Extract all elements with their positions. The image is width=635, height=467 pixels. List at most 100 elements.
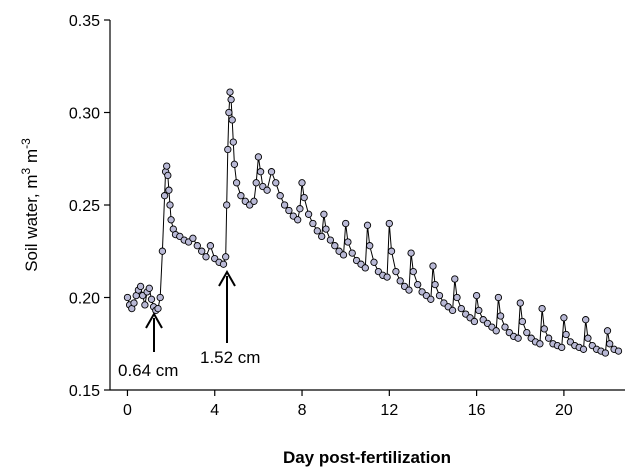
data-point [518, 317, 527, 326]
data-point [414, 280, 422, 289]
data-point [193, 242, 201, 250]
data-point [331, 242, 339, 250]
x-tick-label: 4 [210, 402, 219, 419]
annotation-label-1: 0.64 cm [118, 361, 178, 380]
data-point [494, 293, 503, 302]
data-point [160, 192, 169, 200]
data-point [492, 327, 500, 335]
data-point [562, 330, 570, 339]
data-point [579, 345, 588, 353]
data-point [453, 293, 461, 302]
y-axis-title-sup-2: -3 [19, 138, 33, 149]
data-point [475, 306, 483, 315]
data-point [294, 216, 302, 224]
y-tick-label: 0.25 [69, 198, 100, 215]
data-point [431, 280, 439, 289]
data-point [451, 275, 459, 283]
data-point [348, 249, 356, 257]
data-point [523, 328, 531, 337]
data-point [322, 225, 330, 233]
arrow-2-head [218, 269, 236, 287]
data-point [409, 267, 417, 276]
data-point [385, 219, 393, 228]
data-point [272, 179, 280, 187]
data-point [320, 210, 328, 218]
data-point [225, 108, 233, 117]
data-point [516, 299, 524, 307]
data-point [560, 314, 568, 322]
x-tick-label: 8 [298, 402, 307, 419]
data-point [396, 277, 404, 285]
annotations: 0.64 cm 1.52 cm [118, 269, 260, 380]
data-point [136, 282, 145, 291]
data-point [228, 116, 236, 124]
y-tick-label: 0.30 [69, 106, 100, 123]
data-point [558, 343, 566, 352]
data-point [309, 219, 317, 228]
data-point [435, 291, 444, 300]
y-axis-title-mid: m [22, 149, 41, 168]
y-axis-title-main: Soil water, m [22, 174, 41, 271]
axes [109, 20, 625, 391]
data-point [370, 258, 378, 266]
data-point [252, 179, 260, 187]
data-point [158, 247, 167, 255]
x-tick-label: 20 [555, 402, 573, 419]
data-point [206, 242, 215, 250]
data-point [164, 171, 172, 180]
series-line [127, 92, 619, 354]
arrow-annotation-1 [145, 311, 163, 352]
data-point [544, 334, 553, 342]
data-point [167, 216, 175, 224]
y-tick-label: 0.20 [69, 291, 100, 308]
y-tick-label: 0.15 [69, 383, 100, 400]
x-tick-label: 0 [123, 402, 132, 419]
data-point [226, 88, 234, 96]
data-point [427, 295, 435, 303]
x-ticks: 0 4 8 12 16 20 [123, 390, 573, 419]
data-point [538, 304, 546, 313]
data-point [326, 236, 335, 244]
data-point [202, 253, 210, 261]
data-point [224, 145, 232, 154]
x-tick-label: 16 [468, 402, 486, 419]
arrow-1-head [145, 311, 163, 329]
data-point [198, 247, 206, 255]
data-point [536, 340, 544, 348]
data-point [267, 168, 276, 176]
data-point [280, 201, 289, 209]
data-point [147, 295, 156, 303]
data-point [165, 186, 173, 194]
data-point [123, 293, 132, 302]
data-point [298, 179, 306, 187]
data-point [300, 193, 308, 202]
data-point [496, 312, 505, 320]
y-ticks: 0.15 0.20 0.25 0.30 0.35 [69, 13, 110, 400]
data-point [472, 291, 481, 300]
data-point [318, 232, 326, 241]
data-point [229, 138, 237, 146]
data-point [448, 306, 457, 315]
x-axis-title: Day post-fertilization [283, 448, 451, 467]
data-point [130, 299, 138, 307]
data-point [313, 227, 321, 235]
data-point [383, 273, 391, 281]
arrow-annotation-2 [218, 269, 236, 343]
data-point [392, 267, 400, 276]
data-point [342, 219, 350, 228]
data-point [514, 334, 522, 342]
data-point [222, 253, 230, 261]
data-point [189, 234, 197, 242]
data-point [429, 262, 437, 270]
data-point [223, 201, 231, 209]
data-point [363, 221, 372, 229]
data-point [339, 251, 348, 259]
data-point [276, 192, 284, 200]
data-point [141, 301, 149, 309]
data-point [250, 197, 258, 205]
data-point [344, 238, 352, 246]
data-point [237, 192, 245, 200]
data-point [387, 247, 396, 255]
series-layer [123, 88, 623, 357]
